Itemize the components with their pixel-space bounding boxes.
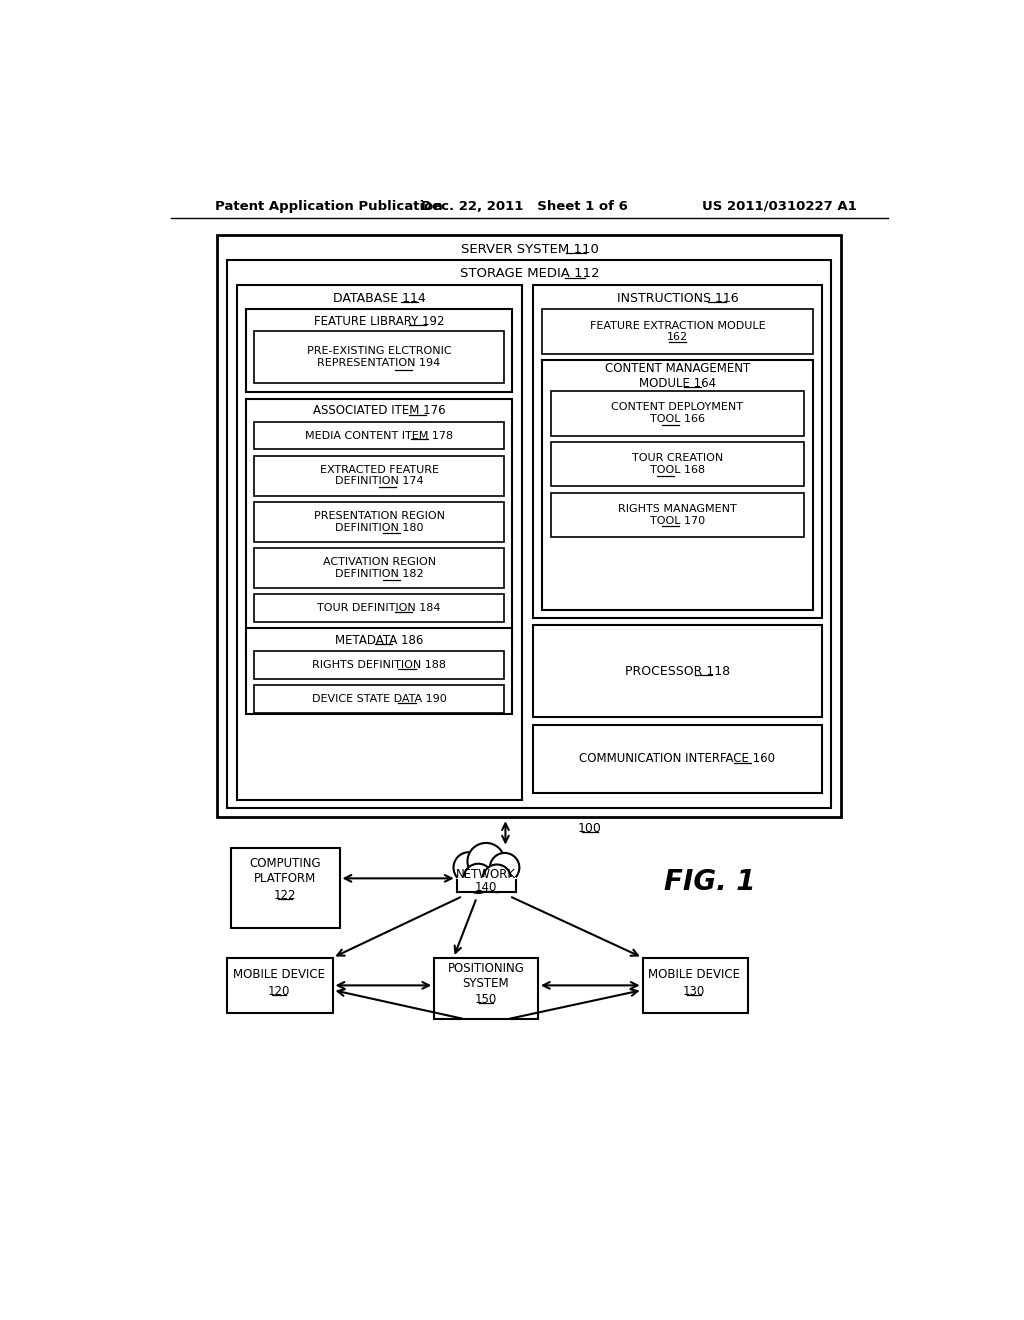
Text: RIGHTS MANAGMENT
TOOL 170: RIGHTS MANAGMENT TOOL 170 bbox=[618, 504, 737, 525]
Text: US 2011/0310227 A1: US 2011/0310227 A1 bbox=[701, 199, 856, 213]
Text: DEVICE STATE DATA 190: DEVICE STATE DATA 190 bbox=[311, 694, 446, 704]
Text: FEATURE EXTRACTION MODULE
162: FEATURE EXTRACTION MODULE 162 bbox=[590, 321, 765, 342]
FancyBboxPatch shape bbox=[254, 331, 504, 383]
FancyBboxPatch shape bbox=[254, 422, 504, 449]
Text: EXTRACTED FEATURE
DEFINITION 174: EXTRACTED FEATURE DEFINITION 174 bbox=[319, 465, 438, 487]
Text: 140: 140 bbox=[475, 880, 498, 894]
FancyBboxPatch shape bbox=[231, 847, 340, 928]
Text: 150: 150 bbox=[475, 993, 498, 1006]
FancyBboxPatch shape bbox=[532, 285, 822, 618]
Text: INSTRUCTIONS 116: INSTRUCTIONS 116 bbox=[616, 292, 738, 305]
Text: FEATURE LIBRARY 192: FEATURE LIBRARY 192 bbox=[313, 315, 444, 329]
FancyBboxPatch shape bbox=[254, 455, 504, 496]
FancyBboxPatch shape bbox=[532, 626, 822, 718]
Text: Dec. 22, 2011   Sheet 1 of 6: Dec. 22, 2011 Sheet 1 of 6 bbox=[421, 199, 629, 213]
FancyBboxPatch shape bbox=[237, 285, 521, 800]
FancyBboxPatch shape bbox=[254, 594, 504, 622]
Text: COMPUTING
PLATFORM: COMPUTING PLATFORM bbox=[250, 857, 322, 884]
Text: Patent Application Publication: Patent Application Publication bbox=[215, 199, 442, 213]
FancyBboxPatch shape bbox=[246, 309, 512, 392]
FancyBboxPatch shape bbox=[254, 651, 504, 678]
Text: 130: 130 bbox=[683, 985, 705, 998]
Text: METADATA 186: METADATA 186 bbox=[335, 634, 423, 647]
Text: PRESENTATION REGION
DEFINITION 180: PRESENTATION REGION DEFINITION 180 bbox=[313, 511, 444, 533]
FancyBboxPatch shape bbox=[217, 235, 841, 817]
FancyBboxPatch shape bbox=[254, 548, 504, 589]
Text: RIGHTS DEFINITION 188: RIGHTS DEFINITION 188 bbox=[312, 660, 446, 671]
FancyBboxPatch shape bbox=[434, 958, 538, 1019]
Text: ASSOCIATED ITEM 176: ASSOCIATED ITEM 176 bbox=[312, 404, 445, 417]
FancyBboxPatch shape bbox=[542, 309, 813, 354]
Text: MOBILE DEVICE: MOBILE DEVICE bbox=[233, 968, 326, 981]
Text: PRE-EXISTING ELCTRONIC
REPRESENTATION 194: PRE-EXISTING ELCTRONIC REPRESENTATION 19… bbox=[307, 346, 452, 368]
Text: ACTIVATION REGION
DEFINITION 182: ACTIVATION REGION DEFINITION 182 bbox=[323, 557, 435, 579]
Bar bbox=[457, 876, 515, 892]
Circle shape bbox=[483, 865, 511, 892]
Text: COMMUNICATION INTERFACE 160: COMMUNICATION INTERFACE 160 bbox=[580, 752, 775, 766]
FancyBboxPatch shape bbox=[551, 391, 804, 436]
Circle shape bbox=[489, 853, 519, 882]
Text: SERVER SYSTEM 110: SERVER SYSTEM 110 bbox=[461, 243, 598, 256]
FancyBboxPatch shape bbox=[254, 502, 504, 543]
FancyBboxPatch shape bbox=[551, 442, 804, 487]
Text: STORAGE MEDIA 112: STORAGE MEDIA 112 bbox=[460, 268, 599, 280]
Text: 122: 122 bbox=[274, 888, 297, 902]
Circle shape bbox=[464, 863, 493, 892]
Text: TOUR DEFINITION 184: TOUR DEFINITION 184 bbox=[317, 603, 441, 612]
Text: CONTENT DEPLOYMENT
TOOL 166: CONTENT DEPLOYMENT TOOL 166 bbox=[611, 403, 743, 424]
FancyBboxPatch shape bbox=[254, 685, 504, 713]
FancyBboxPatch shape bbox=[643, 958, 748, 1014]
Text: FIG. 1: FIG. 1 bbox=[664, 869, 755, 896]
Text: MEDIA CONTENT ITEM 178: MEDIA CONTENT ITEM 178 bbox=[305, 430, 454, 441]
Text: POSITIONING
SYSTEM: POSITIONING SYSTEM bbox=[447, 962, 524, 990]
Text: 100: 100 bbox=[578, 822, 602, 834]
FancyBboxPatch shape bbox=[551, 492, 804, 537]
Text: CONTENT MANAGEMENT
MODULE 164: CONTENT MANAGEMENT MODULE 164 bbox=[605, 362, 751, 389]
Text: DATABASE 114: DATABASE 114 bbox=[333, 292, 426, 305]
FancyBboxPatch shape bbox=[227, 260, 830, 808]
FancyBboxPatch shape bbox=[227, 958, 333, 1014]
Text: MOBILE DEVICE: MOBILE DEVICE bbox=[648, 968, 739, 981]
Text: 120: 120 bbox=[268, 985, 291, 998]
Circle shape bbox=[454, 853, 484, 883]
FancyBboxPatch shape bbox=[532, 725, 822, 793]
FancyBboxPatch shape bbox=[246, 399, 512, 653]
Text: PROCESSOR 118: PROCESSOR 118 bbox=[625, 665, 730, 677]
FancyBboxPatch shape bbox=[542, 360, 813, 610]
Text: NETWORK: NETWORK bbox=[456, 869, 516, 880]
Circle shape bbox=[467, 843, 505, 880]
Text: TOUR CREATION
TOOL 168: TOUR CREATION TOOL 168 bbox=[632, 453, 723, 475]
FancyBboxPatch shape bbox=[246, 628, 512, 714]
